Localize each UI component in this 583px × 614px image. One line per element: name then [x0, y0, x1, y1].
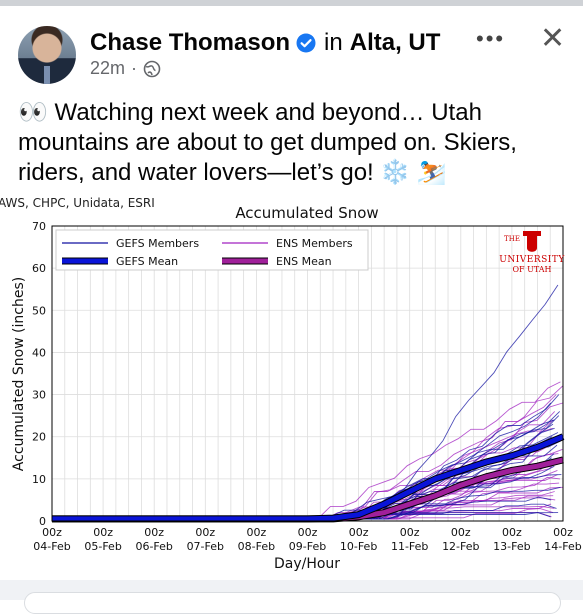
- y-ticks: 0 10 20 30 40 50 60 70: [32, 220, 46, 528]
- location-link[interactable]: Alta, UT: [349, 29, 441, 56]
- x-tick-label: 14-Feb: [544, 540, 581, 553]
- y-tick-label: 40: [32, 346, 46, 359]
- chart-legend: GEFS Members GEFS Mean ENS Members ENS Mean: [55, 229, 369, 271]
- verified-badge-icon: [296, 33, 316, 53]
- globe-icon[interactable]: [143, 60, 161, 78]
- chart-source-text: AWS, CHPC, Unidata, ESRI: [0, 196, 155, 210]
- logo-text: UNIVERSITY: [499, 255, 565, 265]
- logo-text: THE: [504, 235, 520, 243]
- x-tick-label: 00z: [247, 526, 267, 539]
- x-tick-label: 05-Feb: [84, 540, 121, 553]
- avatar[interactable]: [18, 26, 76, 84]
- legend-label: GEFS Members: [116, 237, 199, 250]
- x-tick-label: 13-Feb: [493, 540, 530, 553]
- x-tick-label: 09-Feb: [289, 540, 326, 553]
- x-tick-label: 00z: [553, 526, 573, 539]
- snow-chart: AWS, CHPC, Unidata, ESRI Accumulated Sno…: [0, 194, 583, 576]
- legend-label: ENS Members: [276, 237, 353, 250]
- close-icon[interactable]: ✕: [540, 22, 566, 55]
- legend-label: GEFS Mean: [116, 255, 178, 268]
- post-header: Chase Thomason in Alta, UT: [90, 26, 440, 60]
- y-axis-label: Accumulated Snow (inches): [11, 277, 27, 471]
- y-tick-label: 10: [32, 473, 46, 486]
- plot-frame: [51, 225, 564, 522]
- member-line: [52, 512, 559, 520]
- x-tick-label: 00z: [298, 526, 318, 539]
- y-tick-label: 50: [32, 304, 46, 317]
- logo-text: OF UTAH: [512, 265, 551, 274]
- x-tick-label: 00z: [451, 526, 471, 539]
- member-line: [52, 419, 554, 520]
- x-tick-label: 06-Feb: [135, 540, 172, 553]
- legend-label: ENS Mean: [276, 255, 332, 268]
- meta-separator: ·: [131, 58, 138, 78]
- y-tick-label: 70: [32, 220, 46, 233]
- x-tick-label: 12-Feb: [442, 540, 479, 553]
- post-meta: 22m ·: [90, 58, 161, 79]
- x-tick-label: 07-Feb: [187, 540, 224, 553]
- y-tick-label: 60: [32, 262, 46, 275]
- x-tick-label: 00z: [400, 526, 420, 539]
- post-text: 👀 Watching next week and beyond… Utah mo…: [18, 99, 517, 186]
- in-word: in: [324, 29, 343, 56]
- x-tick-label: 00z: [93, 526, 113, 539]
- x-tick-label: 08-Feb: [238, 540, 275, 553]
- x-tick-label: 00z: [502, 526, 522, 539]
- y-tick-label: 0: [39, 515, 46, 528]
- author-name[interactable]: Chase Thomason: [90, 29, 291, 56]
- x-tick-label: 00z: [349, 526, 369, 539]
- x-tick-label: 00z: [42, 526, 62, 539]
- mean-line: [52, 434, 564, 522]
- x-ticks: 00z04-Feb00z05-Feb00z06-Feb00z07-Feb00z0…: [33, 526, 581, 553]
- x-tick-label: 04-Feb: [33, 540, 70, 553]
- x-tick-label: 10-Feb: [340, 540, 377, 553]
- x-tick-label: 11-Feb: [391, 540, 428, 553]
- ensemble-means: [52, 433, 565, 523]
- utah-u-icon: [523, 231, 541, 252]
- member-line: [52, 486, 563, 520]
- chart-title: Accumulated Snow: [235, 204, 378, 222]
- more-options-icon[interactable]: •••: [476, 26, 506, 51]
- comment-input[interactable]: [24, 592, 561, 614]
- x-axis-label: Day/Hour: [274, 556, 340, 572]
- y-tick-label: 30: [32, 389, 46, 402]
- y-tick-label: 20: [32, 431, 46, 444]
- top-divider: [0, 0, 583, 6]
- chart-svg: AWS, CHPC, Unidata, ESRI Accumulated Sno…: [0, 194, 583, 576]
- timestamp[interactable]: 22m: [90, 58, 126, 78]
- x-tick-label: 00z: [144, 526, 164, 539]
- x-tick-label: 00z: [195, 526, 215, 539]
